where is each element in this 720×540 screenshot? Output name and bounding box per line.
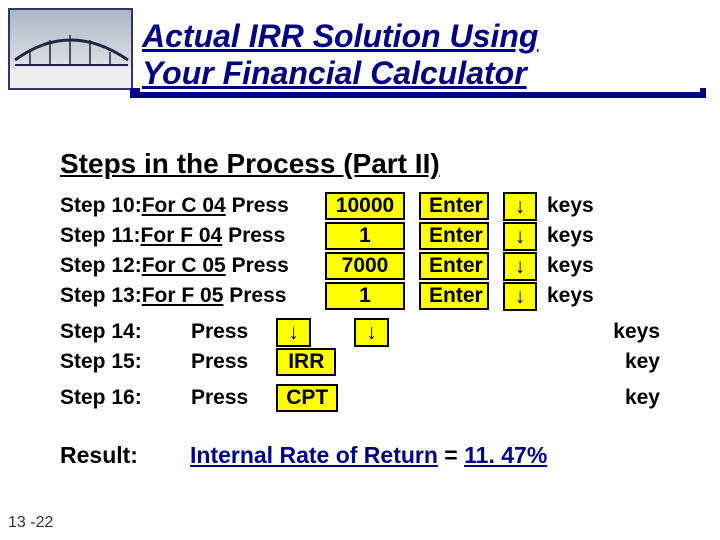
enter-box: Enter (419, 282, 489, 310)
press-label: Press (232, 254, 289, 277)
press-label: Press (191, 320, 248, 344)
press-label: Press (191, 350, 248, 374)
value-box: 1 (325, 222, 405, 250)
result-percent: 11. 47% (464, 442, 547, 468)
press-label: Press (228, 224, 285, 247)
result-label: Result: (60, 442, 190, 469)
result-equals: = (438, 442, 464, 468)
down-arrow-box: ↓ (503, 222, 537, 251)
down-arrow-box: ↓ (503, 252, 537, 281)
title-line-2: Your Financial Calculator (142, 55, 527, 91)
key-label: key (625, 350, 660, 374)
page-number: 13 -22 (8, 514, 53, 532)
step-row: Step 10:For C 04 Press 10000 Enter ↓ key… (60, 192, 680, 220)
step-num: Step 10: (60, 194, 142, 217)
step-row: Step 12:For C 05 Press 7000 Enter ↓ keys (60, 252, 680, 280)
down-arrow-box: ↓ (503, 282, 537, 311)
step-num: Step 15: (60, 350, 155, 374)
value-box: 7000 (325, 252, 405, 280)
bridge-logo (8, 8, 133, 90)
down-arrow-box: ↓ (503, 192, 537, 221)
press-label: Press (191, 386, 248, 410)
result-text: Internal Rate of Return (190, 442, 438, 468)
keys-label: keys (547, 254, 594, 278)
value-box: 10000 (325, 192, 405, 220)
keys-label: keys (547, 224, 594, 248)
step-row: Step 11:For F 04 Press 1 Enter ↓ keys (60, 222, 680, 250)
irr-box: IRR (276, 348, 336, 376)
step-for: For F 05 (142, 284, 224, 308)
bridge-svg (10, 10, 131, 88)
result-row: Result: Internal Rate of Return = 11. 47… (60, 442, 700, 469)
step-14-row: Step 14: Press ↓ ↓ keys (60, 318, 680, 346)
step-left: Step 13:For F 05 Press (60, 284, 325, 308)
subtitle: Steps in the Process (Part II) (60, 148, 440, 180)
step-left: Step 12:For C 05 Press (60, 254, 325, 278)
step-for: For C 04 (142, 194, 226, 218)
title-line-1: Actual IRR Solution Using (142, 18, 538, 54)
step-15-row: Step 15: Press IRR key (60, 348, 680, 376)
cpt-box: CPT (276, 384, 338, 412)
step-left: Step 10:For C 04 Press (60, 194, 325, 218)
down-arrow-box: ↓ (276, 318, 311, 347)
slide-title: Actual IRR Solution Using Your Financial… (140, 18, 700, 92)
step-16-row: Step 16: Press CPT key (60, 384, 680, 412)
enter-box: Enter (419, 192, 489, 220)
key-label: key (625, 386, 660, 410)
step-num: Step 14: (60, 320, 155, 344)
steps-area: Step 10:For C 04 Press 10000 Enter ↓ key… (60, 192, 680, 414)
keys-label: keys (547, 194, 594, 218)
press-label: Press (229, 284, 286, 307)
value-box: 1 (325, 282, 405, 310)
enter-box: Enter (419, 252, 489, 280)
down-arrow-box: ↓ (354, 318, 389, 347)
keys-label: keys (613, 320, 660, 344)
step-row: Step 13:For F 05 Press 1 Enter ↓ keys (60, 282, 680, 310)
step-left: Step 11:For F 04 Press (60, 224, 325, 248)
step-num: Step 11: (60, 224, 141, 247)
step-num: Step 16: (60, 386, 155, 410)
enter-box: Enter (419, 222, 489, 250)
step-for: For C 05 (142, 254, 226, 278)
press-label: Press (232, 194, 289, 217)
step-num: Step 12: (60, 254, 142, 277)
keys-label: keys (547, 284, 594, 308)
step-for: For F 04 (141, 224, 223, 248)
step-num: Step 13: (60, 284, 142, 307)
title-block: Actual IRR Solution Using Your Financial… (140, 18, 700, 92)
